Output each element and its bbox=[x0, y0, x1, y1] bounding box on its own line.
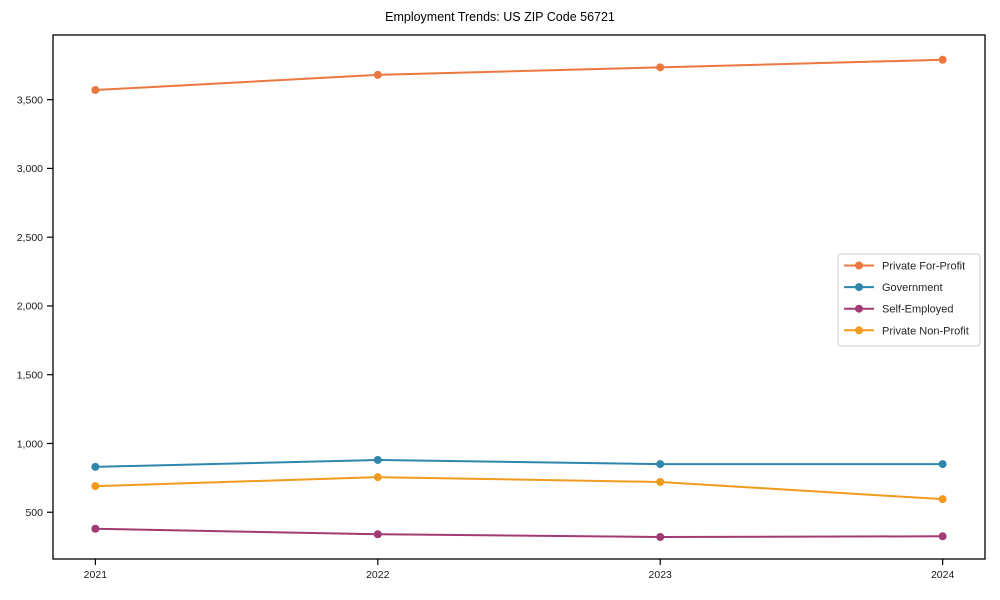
x-tick-label: 2021 bbox=[84, 569, 108, 581]
data-point-private-non-profit bbox=[656, 477, 665, 486]
data-point-government bbox=[91, 462, 100, 471]
x-tick-label: 2024 bbox=[931, 569, 955, 581]
y-tick-label: 3,500 bbox=[17, 94, 43, 106]
data-point-private-non-profit bbox=[91, 482, 100, 491]
x-tick-label: 2022 bbox=[366, 569, 390, 581]
y-tick-label: 3,000 bbox=[17, 163, 43, 175]
series-line-self-employed bbox=[94, 527, 944, 538]
y-tick-label: 500 bbox=[25, 507, 43, 519]
legend-marker-private-for-profit bbox=[855, 261, 863, 270]
x-tick-label: 2023 bbox=[649, 569, 673, 581]
data-point-private-non-profit bbox=[373, 473, 382, 482]
data-point-government bbox=[656, 460, 665, 469]
y-tick-label: 2,500 bbox=[17, 232, 43, 244]
series-line-government bbox=[94, 458, 944, 468]
y-tick-label: 2,000 bbox=[17, 301, 43, 313]
data-point-self-employed bbox=[373, 530, 382, 539]
data-point-government bbox=[938, 460, 947, 469]
data-point-private-for-profit bbox=[938, 55, 947, 64]
series-line-private-for-profit bbox=[94, 58, 944, 92]
chart-title: Employment Trends: US ZIP Code 56721 bbox=[385, 10, 615, 24]
legend-box bbox=[837, 253, 981, 347]
data-point-private-for-profit bbox=[373, 70, 382, 79]
legend-marker-government bbox=[855, 283, 863, 292]
legend-label-private-for-profit: Private For-Profit bbox=[882, 261, 965, 273]
data-point-self-employed bbox=[91, 524, 100, 533]
plot-frame bbox=[52, 34, 986, 560]
legend-marker-self-employed bbox=[855, 304, 863, 313]
y-tick-label: 1,500 bbox=[17, 370, 43, 382]
data-point-government bbox=[373, 455, 382, 464]
data-point-private-for-profit bbox=[91, 86, 100, 95]
data-point-self-employed bbox=[656, 532, 665, 541]
data-point-private-for-profit bbox=[656, 63, 665, 72]
data-point-self-employed bbox=[938, 532, 947, 541]
legend-label-private-non-profit: Private Non-Profit bbox=[882, 325, 969, 337]
legend-marker-private-non-profit bbox=[855, 326, 863, 335]
legend-label-self-employed: Self-Employed bbox=[882, 304, 954, 316]
y-tick-label: 1,000 bbox=[17, 438, 43, 450]
data-point-private-non-profit bbox=[938, 495, 947, 504]
series-line-private-non-profit bbox=[94, 476, 944, 501]
legend-label-government: Government bbox=[882, 282, 943, 294]
